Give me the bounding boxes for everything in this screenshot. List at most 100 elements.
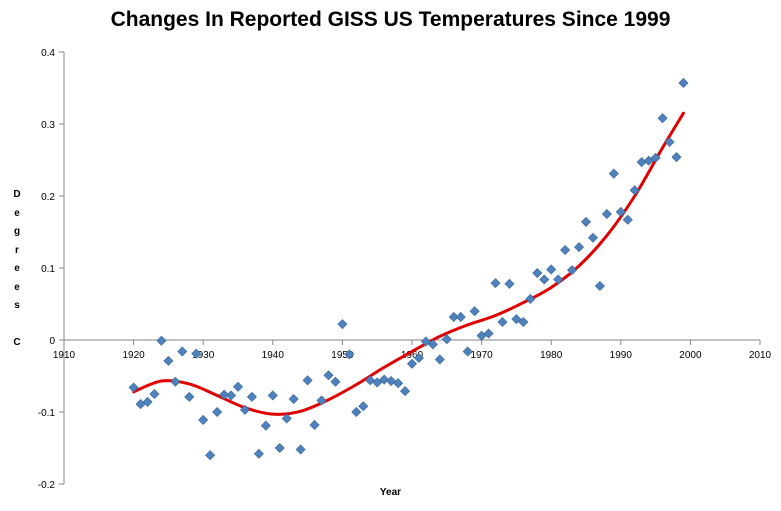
data-point xyxy=(198,414,209,425)
data-point xyxy=(316,395,327,406)
chart-title: Changes In Reported GISS US Temperatures… xyxy=(110,8,671,31)
data-point xyxy=(469,306,480,317)
data-point xyxy=(594,280,605,292)
x-tick-label: 2010 xyxy=(749,350,772,361)
data-point xyxy=(657,113,668,124)
data-point xyxy=(650,152,661,163)
data-point xyxy=(149,388,160,400)
data-point xyxy=(567,265,578,276)
data-point xyxy=(379,374,390,385)
axes: -0.2 -0.1 0 0.1 0.2 0.3 0.4 1910 1920 1930 1940 195… xyxy=(38,48,772,491)
data-point xyxy=(288,394,299,405)
data-point xyxy=(441,334,452,345)
data-point xyxy=(413,352,424,364)
x-tick-label: 1940 xyxy=(262,350,285,361)
x-tick-label: 1910 xyxy=(53,350,76,361)
x-tick-label: 1990 xyxy=(610,350,633,361)
data-point xyxy=(525,293,536,304)
data-point xyxy=(226,390,237,401)
scatter-points xyxy=(128,77,689,461)
data-point xyxy=(455,311,466,322)
data-point xyxy=(406,358,418,369)
data-point xyxy=(302,375,313,386)
data-point xyxy=(163,355,174,366)
data-point xyxy=(239,404,250,415)
x-tick-label: 2000 xyxy=(679,350,702,361)
data-point xyxy=(212,406,223,418)
data-point xyxy=(219,389,230,400)
data-point xyxy=(309,419,320,430)
data-point xyxy=(358,401,369,412)
y-axis-label-letter: g xyxy=(13,226,21,237)
data-point xyxy=(156,335,167,346)
y-tick-label: 0 xyxy=(49,336,55,347)
data-point xyxy=(142,396,153,407)
trendline xyxy=(132,111,685,416)
data-point xyxy=(191,348,202,359)
data-point xyxy=(253,448,264,459)
y-tick-label: 0.4 xyxy=(41,48,55,59)
x-tick-label: 1920 xyxy=(122,350,145,361)
data-point xyxy=(643,155,654,166)
data-point xyxy=(281,413,292,424)
data-point xyxy=(664,136,675,148)
data-point xyxy=(344,349,355,360)
y-axis-label-letter: r xyxy=(15,244,19,256)
y-tick-label: -0.2 xyxy=(38,480,56,491)
data-point xyxy=(483,328,494,339)
data-point xyxy=(560,244,571,256)
y-tick-label: 0.3 xyxy=(41,120,55,131)
trendline-group xyxy=(132,111,685,416)
data-point xyxy=(274,442,285,454)
y-axis-label-letter: D xyxy=(13,189,21,200)
data-point xyxy=(622,214,633,225)
data-point xyxy=(246,391,257,402)
data-point xyxy=(427,339,438,350)
data-point xyxy=(504,278,515,289)
data-point xyxy=(629,185,640,196)
data-point xyxy=(636,157,647,168)
data-point xyxy=(532,268,543,279)
data-point xyxy=(615,206,626,217)
data-point xyxy=(128,382,139,393)
data-point xyxy=(553,274,564,285)
data-point xyxy=(671,152,682,163)
y-tick-label: -0.1 xyxy=(38,408,56,419)
data-point xyxy=(267,390,278,401)
data-point xyxy=(587,232,598,243)
data-point xyxy=(448,311,459,322)
y-tick-label: 0.1 xyxy=(41,264,55,275)
data-point xyxy=(462,346,473,357)
y-axis-label-letter: e xyxy=(14,281,20,293)
data-point xyxy=(170,376,181,387)
data-point xyxy=(434,354,445,365)
data-point xyxy=(497,316,508,328)
y-axis-label-letter: C xyxy=(13,337,21,348)
data-point xyxy=(400,386,411,397)
data-point xyxy=(330,376,341,387)
data-point xyxy=(574,242,585,253)
y-axis-label-letter: e xyxy=(14,263,20,274)
data-point xyxy=(232,381,244,392)
data-point xyxy=(351,406,362,418)
data-point xyxy=(490,278,501,289)
x-tick-label: 1930 xyxy=(192,350,215,361)
x-tick-label: 1960 xyxy=(401,350,424,361)
data-point xyxy=(678,77,689,88)
data-point xyxy=(420,336,431,347)
x-tick-label: 1980 xyxy=(540,350,563,361)
data-point xyxy=(323,370,334,381)
data-point xyxy=(539,274,550,285)
data-point xyxy=(184,391,195,402)
data-point xyxy=(372,377,383,388)
data-point xyxy=(608,168,619,179)
data-point xyxy=(601,208,612,220)
y-tick-label: 0.2 xyxy=(41,192,55,203)
data-point xyxy=(260,420,271,431)
data-point xyxy=(518,316,529,328)
x-tick-label: 1950 xyxy=(331,350,354,361)
y-axis-label-letter: e xyxy=(14,207,20,219)
y-axis-label-letter: s xyxy=(14,300,20,311)
